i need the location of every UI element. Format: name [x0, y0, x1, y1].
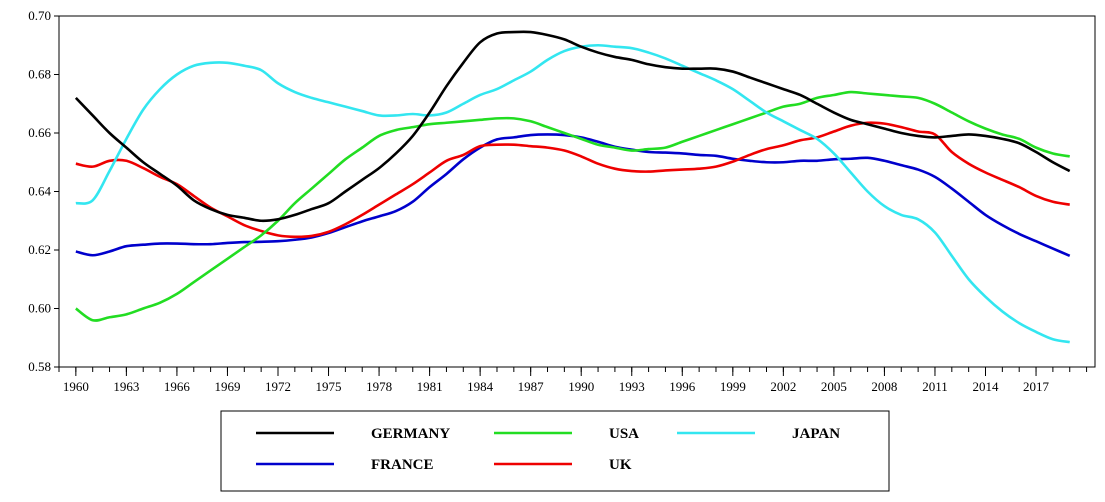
x-tick-label: 1999 [720, 379, 746, 394]
x-tick-label: 2017 [1023, 379, 1050, 394]
x-tick-label: 1981 [417, 379, 443, 394]
legend: GERMANY USA JAPAN FRANCE UK [256, 426, 840, 473]
y-tick-label: 0.66 [28, 125, 51, 140]
x-tick-label: 2002 [770, 379, 796, 394]
x-tick-label: 1984 [467, 379, 494, 394]
legend-label-germany: GERMANY [371, 426, 450, 442]
y-axis: 0.58 0.60 0.62 0.64 0.66 0.68 0.70 [28, 8, 59, 374]
y-tick-label: 0.70 [28, 8, 51, 23]
y-tick-label: 0.68 [28, 67, 51, 82]
x-tick-label: 1963 [113, 379, 139, 394]
y-tick-label: 0.64 [28, 184, 51, 199]
x-tick-label: 1960 [63, 379, 89, 394]
y-tick-label: 0.62 [28, 242, 51, 257]
x-tick-label: 1975 [316, 379, 342, 394]
y-tick-label: 0.60 [28, 301, 51, 316]
x-tick-label: 1993 [619, 379, 645, 394]
x-tick-label: 1978 [366, 379, 392, 394]
legend-label-uk: UK [609, 457, 632, 473]
x-tick-label: 1972 [265, 379, 291, 394]
x-tick-label: 2011 [922, 379, 948, 394]
series-lines [74, 30, 1071, 344]
series-line-uk [75, 121, 1070, 239]
legend-box [220, 410, 890, 492]
x-tick-label: 1966 [164, 379, 191, 394]
x-tick-label: 2008 [871, 379, 897, 394]
x-tick-label: 1987 [518, 379, 545, 394]
plot-frame [58, 15, 1096, 368]
series-line-usa [75, 90, 1070, 322]
y-tick-label: 0.58 [28, 359, 51, 374]
series-line-japan [75, 43, 1070, 344]
x-axis: 1960 1963 1966 1969 1972 1975 1978 1981 1984 1987… [58, 367, 1088, 394]
legend-label-japan: JAPAN [792, 426, 840, 442]
x-tick-label: 1996 [669, 379, 696, 394]
x-tick-label: 1969 [214, 379, 240, 394]
legend-label-france: FRANCE [371, 457, 434, 473]
series-line-germany [74, 30, 1071, 223]
x-tick-label: 2014 [973, 379, 1000, 394]
legend-label-usa: USA [609, 426, 639, 442]
x-tick-label: 1990 [568, 379, 594, 394]
x-tick-label: 2005 [821, 379, 847, 394]
